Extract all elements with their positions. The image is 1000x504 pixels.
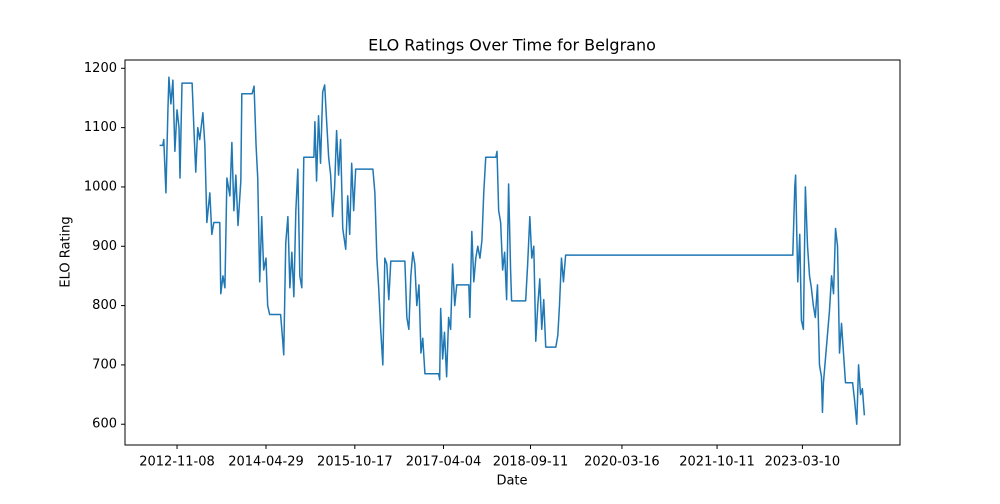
x-tick-label: 2015-10-17	[317, 455, 393, 470]
x-tick-label: 2020-03-16	[584, 455, 660, 470]
chart-title: ELO Ratings Over Time for Belgrano	[368, 36, 656, 55]
x-tick-label: 2021-10-11	[679, 455, 755, 470]
data-line	[159, 76, 866, 425]
x-axis-label: Date	[496, 474, 527, 489]
x-tick-label: 2014-04-29	[228, 455, 304, 470]
y-tick-label: 1200	[84, 61, 117, 76]
y-tick-label: 1000	[84, 179, 117, 194]
x-tick-label: 2012-11-08	[139, 455, 215, 470]
y-tick-label: 900	[92, 239, 117, 254]
x-tick-label: 2023-03-10	[765, 455, 841, 470]
x-tick-label: 2017-04-04	[406, 455, 482, 470]
y-tick-label: 700	[92, 357, 117, 372]
y-tick-label: 800	[92, 298, 117, 313]
y-tick-label: 600	[92, 417, 117, 432]
plot-frame	[124, 59, 901, 446]
y-tick-label: 1100	[84, 120, 117, 135]
x-tick-label: 2018-09-11	[493, 455, 569, 470]
y-axis-label: ELO Rating	[59, 216, 74, 287]
